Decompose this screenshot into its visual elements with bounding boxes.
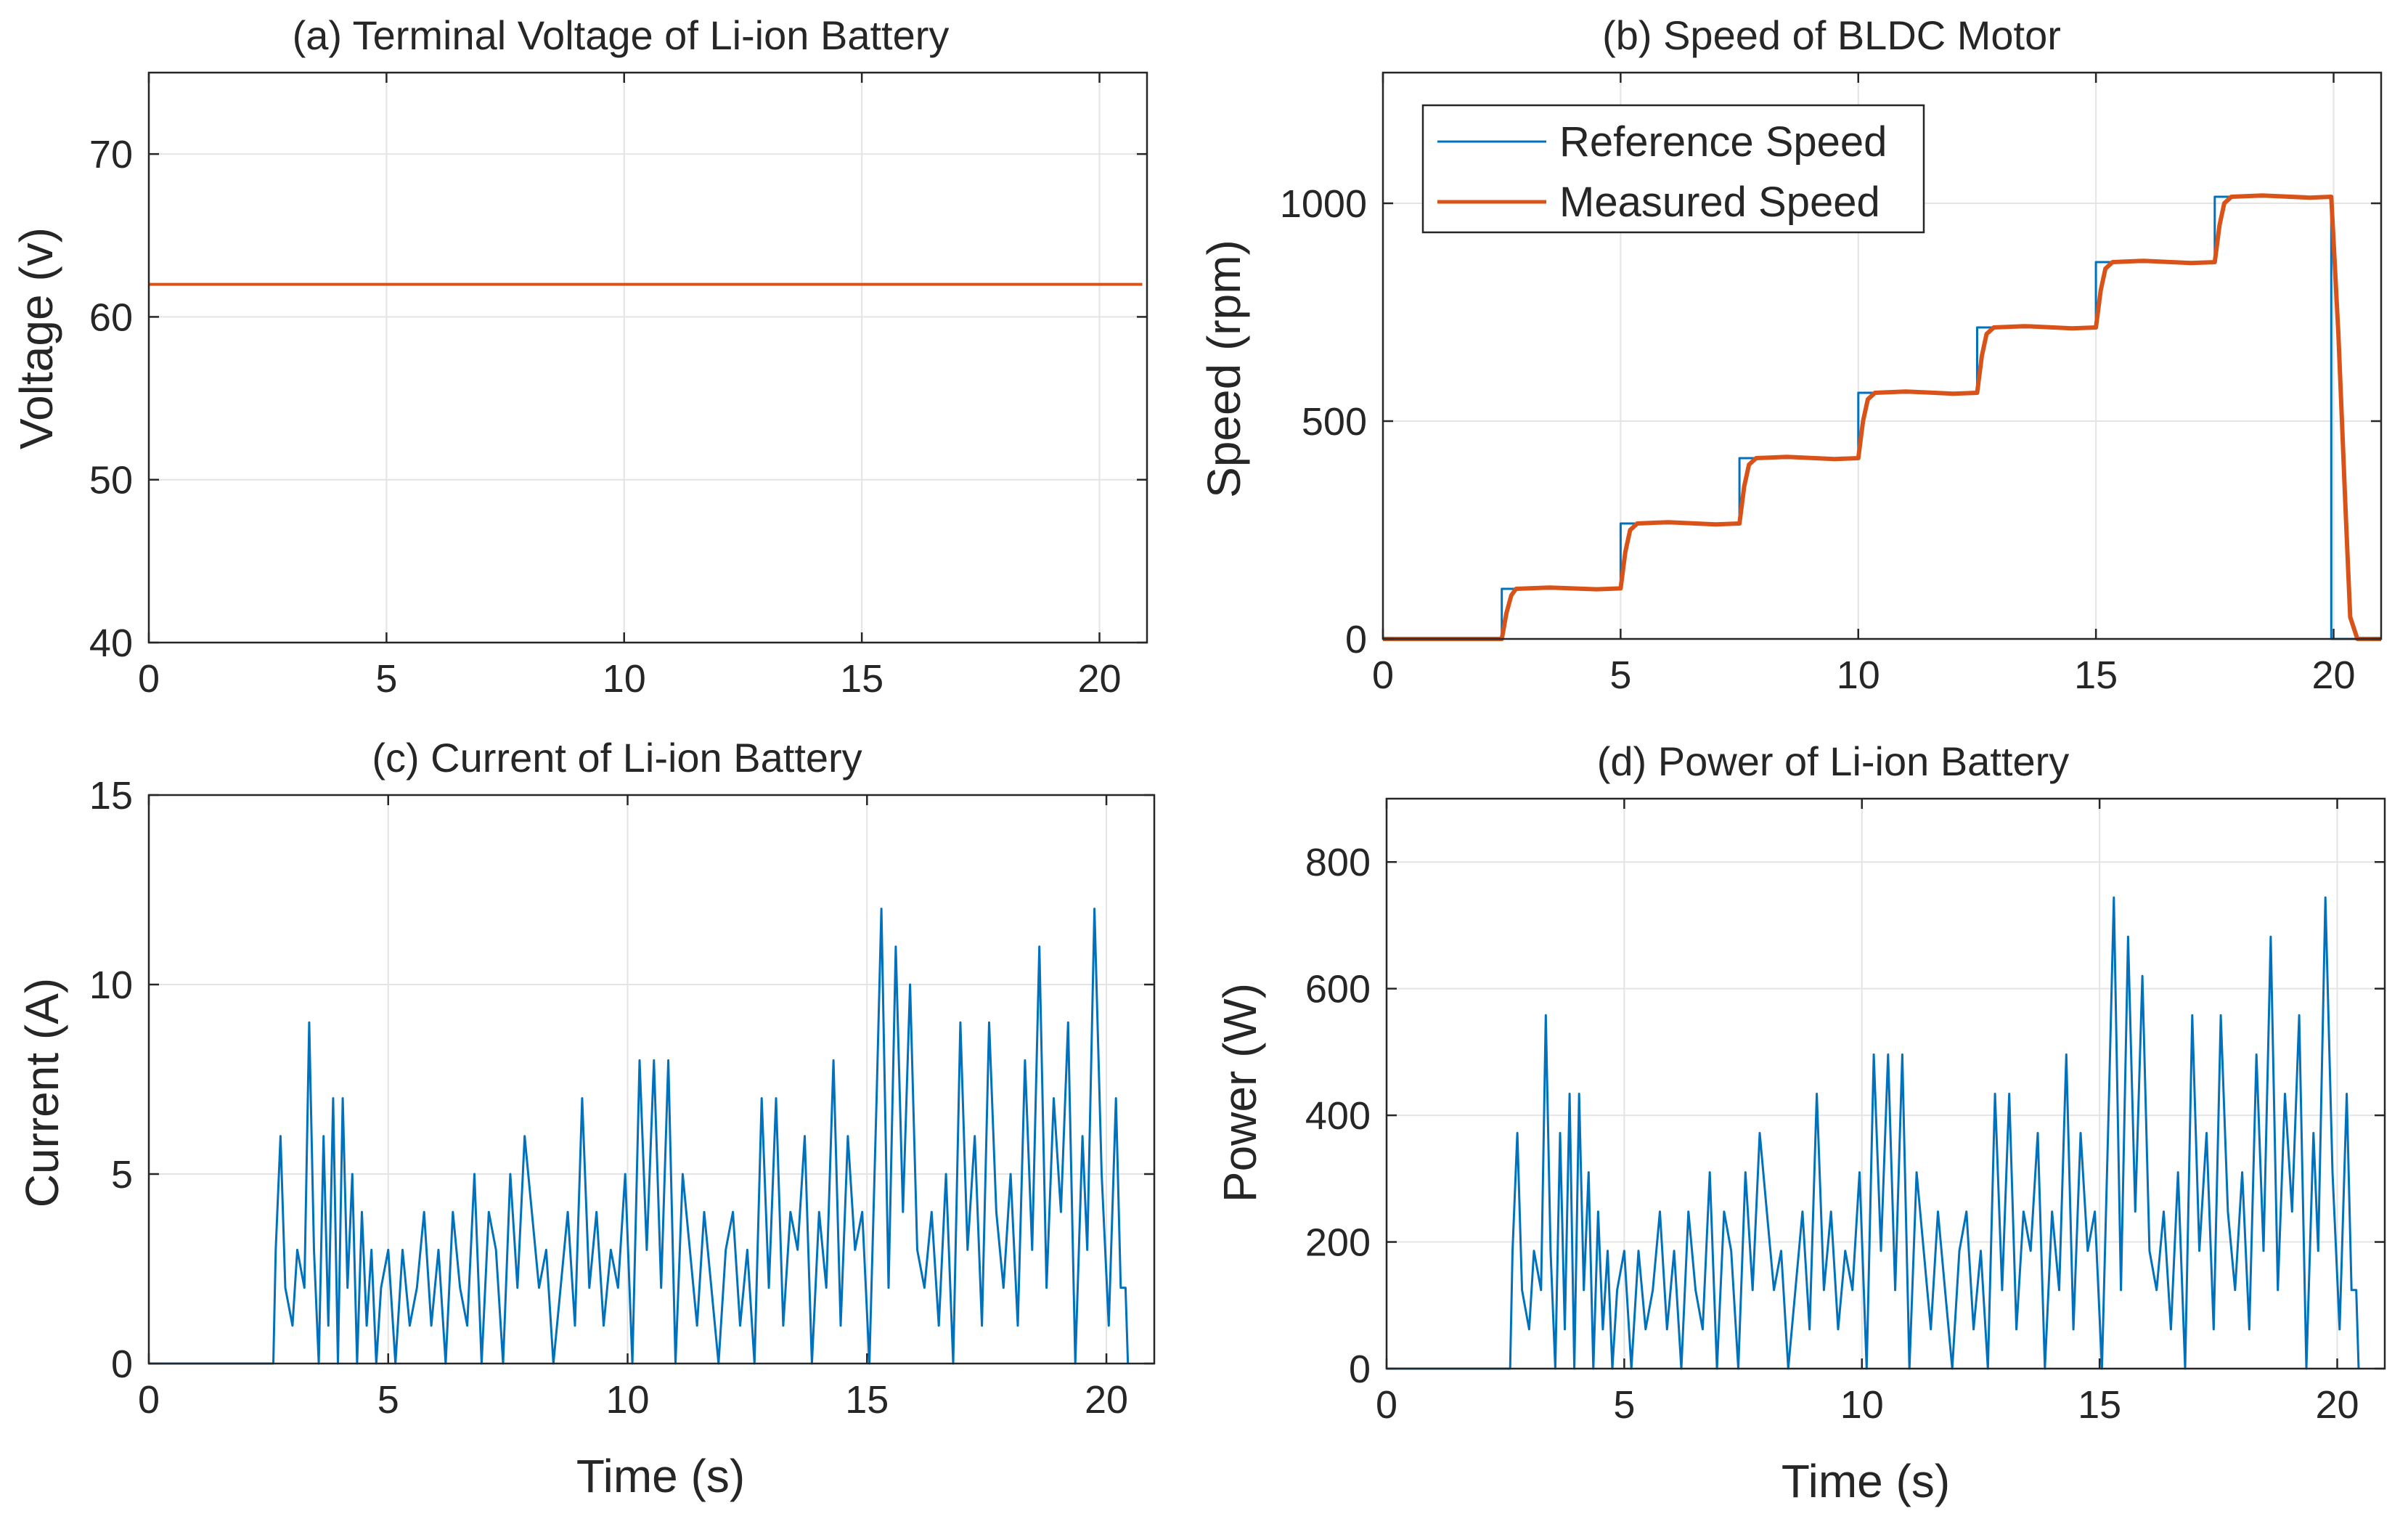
chart-c-xtick-label-0: 0 bbox=[138, 1378, 160, 1422]
chart-c-xtick-label-2: 10 bbox=[605, 1378, 649, 1422]
chart-c-ytick-label-0: 0 bbox=[111, 1342, 133, 1386]
chart-b-ytick-label-0: 0 bbox=[1345, 618, 1367, 661]
chart-b-axes-box bbox=[1381, 71, 2383, 640]
chart-a-plot: 0 5 10 15 20 40 50 60 70 bbox=[89, 71, 1148, 701]
chart-a-ytick-label-1: 50 bbox=[89, 459, 133, 502]
chart-d-ylabel: Power (W) bbox=[1214, 983, 1266, 1202]
chart-b-ylabel: Speed (rpm) bbox=[1198, 240, 1250, 498]
chart-a-title: (a) Terminal Voltage of Li-ion Battery bbox=[293, 12, 950, 58]
chart-d-xtick-label-1: 5 bbox=[1613, 1383, 1635, 1427]
chart-d-xtick-label-2: 10 bbox=[1840, 1383, 1884, 1427]
chart-d-power: (d) Power of Li-ion Battery Time (s) Pow… bbox=[1214, 738, 2386, 1507]
chart-c-xtick-label-1: 5 bbox=[377, 1378, 399, 1422]
chart-c-ytick-label-2: 10 bbox=[89, 963, 133, 1007]
legend-label-reference-speed: Reference Speed bbox=[1559, 118, 1887, 166]
chart-b-xtick-label-0: 0 bbox=[1372, 653, 1394, 697]
chart-c-current: (c) Current of Li-ion Battery Time (s) C… bbox=[16, 735, 1156, 1502]
chart-c-xtick-label-3: 15 bbox=[845, 1378, 889, 1422]
chart-c-xtick-label-4: 20 bbox=[1085, 1378, 1128, 1422]
chart-a-plot-area bbox=[149, 73, 1147, 643]
chart-d-ytick-label-4: 800 bbox=[1305, 841, 1371, 884]
chart-d-xtick-label-0: 0 bbox=[1376, 1383, 1397, 1427]
chart-d-xlabel: Time (s) bbox=[1781, 1455, 1950, 1507]
chart-a-ylabel: Voltage (v) bbox=[10, 227, 62, 449]
chart-d-ytick-label-3: 600 bbox=[1305, 968, 1371, 1011]
chart-c-ytick-label-1: 5 bbox=[111, 1153, 133, 1197]
chart-c-series-current bbox=[149, 908, 1130, 1365]
chart-b-legend: Reference Speed Measured Speed bbox=[1421, 104, 1925, 234]
chart-d-axes-box bbox=[1385, 797, 2386, 1370]
legend-label-measured-speed: Measured Speed bbox=[1559, 179, 1880, 226]
chart-c-ylabel: Current (A) bbox=[16, 978, 68, 1208]
legend-box bbox=[1421, 104, 1925, 234]
chart-b-title: (b) Speed of BLDC Motor bbox=[1602, 12, 2061, 58]
chart-a-xtick-label-3: 15 bbox=[840, 657, 883, 701]
chart-a-ytick-label-2: 60 bbox=[89, 296, 133, 339]
chart-b-xtick-label-3: 15 bbox=[2074, 653, 2118, 697]
chart-a-xtick-label-4: 20 bbox=[1077, 657, 1121, 701]
chart-a-ytick-label-0: 40 bbox=[89, 622, 133, 665]
chart-a-axes-box bbox=[147, 71, 1148, 644]
chart-b-xtick-label-1: 5 bbox=[1609, 653, 1631, 697]
chart-b-ytick-label-2: 1000 bbox=[1280, 182, 1367, 226]
chart-a-xtick-label-1: 5 bbox=[375, 657, 397, 701]
chart-c-axes-box bbox=[147, 794, 1156, 1365]
chart-a-voltage: (a) Terminal Voltage of Li-ion Battery V… bbox=[10, 12, 1148, 701]
chart-b-ytick-label-1: 500 bbox=[1302, 400, 1367, 444]
chart-d-series-power bbox=[1387, 896, 2360, 1370]
chart-d-ytick-label-2: 400 bbox=[1305, 1094, 1371, 1138]
chart-b-xtick-label-2: 10 bbox=[1837, 653, 1880, 697]
chart-b-speed: (b) Speed of BLDC Motor Speed (rpm) 0 5 10… bbox=[1198, 12, 2383, 697]
chart-b-xtick-label-4: 20 bbox=[2311, 653, 2355, 697]
chart-b-series-measured-speed bbox=[1383, 193, 2381, 641]
chart-c-plot: 0 5 10 15 20 0 5 10 15 bbox=[89, 774, 1156, 1422]
chart-d-ytick-label-1: 200 bbox=[1305, 1221, 1371, 1265]
chart-d-xtick-label-4: 20 bbox=[2315, 1383, 2359, 1427]
chart-d-ytick-label-0: 0 bbox=[1349, 1348, 1371, 1391]
chart-a-ytick-label-3: 70 bbox=[89, 133, 133, 176]
chart-a-xtick-label-2: 10 bbox=[603, 657, 646, 701]
chart-c-xlabel: Time (s) bbox=[576, 1450, 745, 1502]
chart-a-xtick-label-0: 0 bbox=[138, 657, 160, 701]
chart-d-xtick-label-3: 15 bbox=[2078, 1383, 2121, 1427]
chart-c-ytick-label-3: 15 bbox=[89, 774, 133, 818]
chart-d-title: (d) Power of Li-ion Battery bbox=[1597, 738, 2069, 784]
chart-c-title: (c) Current of Li-ion Battery bbox=[372, 735, 862, 781]
